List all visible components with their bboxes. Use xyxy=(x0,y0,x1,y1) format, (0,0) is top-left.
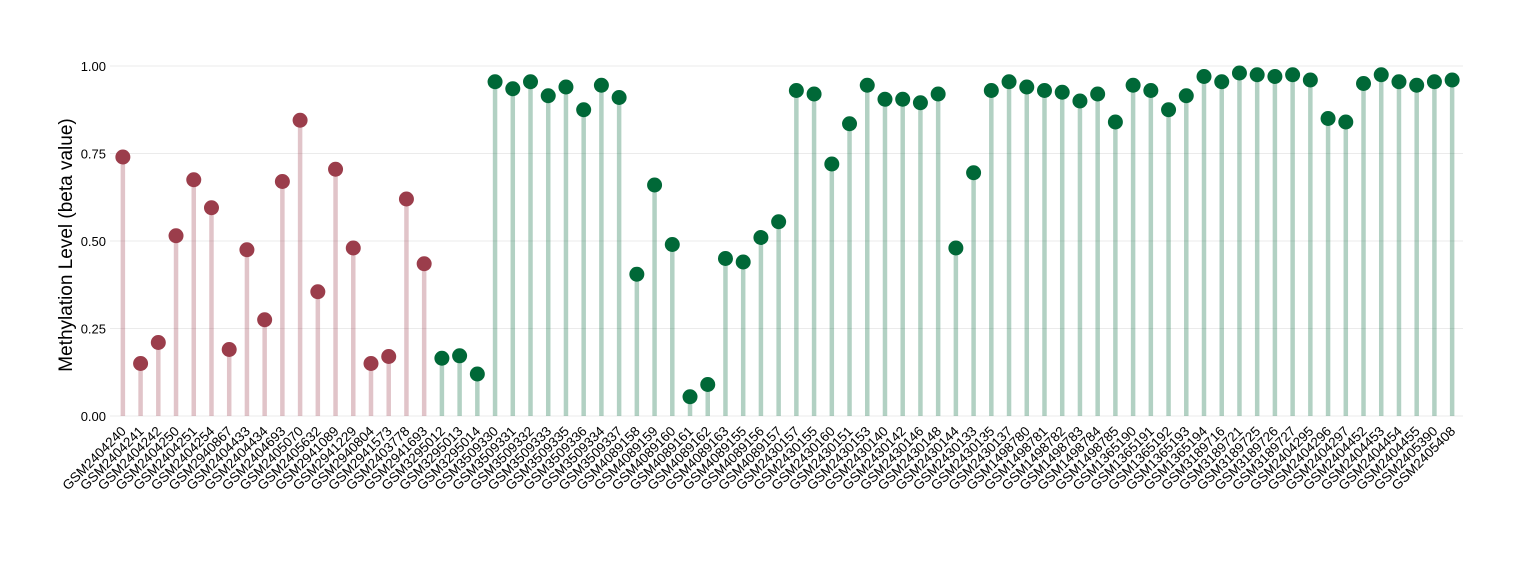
point xyxy=(877,91,893,107)
y-axis-title: Methylation Level (beta value) xyxy=(56,118,77,371)
point xyxy=(1054,84,1070,100)
point xyxy=(700,377,716,392)
point xyxy=(1178,88,1194,104)
point xyxy=(682,389,698,405)
point xyxy=(806,86,822,102)
point xyxy=(115,149,131,165)
point xyxy=(523,74,539,90)
point xyxy=(1338,114,1354,130)
y-tick-label: 0.00 xyxy=(81,409,106,424)
point xyxy=(558,79,574,95)
point xyxy=(930,86,946,102)
point xyxy=(1072,93,1088,109)
point xyxy=(1249,67,1265,83)
point xyxy=(735,254,751,270)
y-tick-label: 0.25 xyxy=(81,322,106,337)
point xyxy=(452,348,468,364)
point xyxy=(1231,65,1247,81)
point xyxy=(1285,67,1301,83)
y-tick-label: 0.75 xyxy=(81,147,106,162)
point xyxy=(948,240,964,256)
point xyxy=(1409,77,1425,93)
point xyxy=(966,165,982,181)
point xyxy=(753,230,769,245)
point xyxy=(257,312,273,328)
point xyxy=(221,342,237,357)
point xyxy=(345,240,361,256)
point xyxy=(912,95,928,111)
point xyxy=(1125,77,1141,93)
point xyxy=(1019,79,1035,95)
point xyxy=(186,172,202,188)
point xyxy=(1320,111,1336,126)
point xyxy=(1356,76,1372,91)
point xyxy=(487,74,503,90)
point xyxy=(842,116,858,132)
point xyxy=(576,102,592,118)
point xyxy=(540,88,556,104)
point xyxy=(895,91,911,107)
point xyxy=(310,284,326,300)
point xyxy=(717,251,733,266)
point xyxy=(1267,69,1283,84)
point xyxy=(1302,72,1318,88)
y-tick-label: 0.50 xyxy=(81,234,106,249)
point xyxy=(1107,114,1123,130)
point xyxy=(788,83,804,98)
point xyxy=(416,256,432,272)
point xyxy=(1090,86,1106,102)
point xyxy=(239,242,255,258)
point xyxy=(1001,74,1017,90)
point xyxy=(859,77,875,93)
point xyxy=(824,156,840,172)
point xyxy=(593,77,609,93)
point xyxy=(434,350,450,366)
point xyxy=(1143,83,1159,98)
y-tick-label: 1.00 xyxy=(81,59,106,74)
point xyxy=(133,356,149,371)
point xyxy=(664,237,680,252)
point xyxy=(647,177,663,193)
point xyxy=(983,83,999,98)
point xyxy=(328,161,344,177)
point xyxy=(611,90,627,105)
point xyxy=(150,335,166,350)
point xyxy=(1214,74,1230,90)
point xyxy=(398,191,414,207)
point xyxy=(629,266,645,282)
point xyxy=(1391,74,1407,90)
point xyxy=(292,112,308,128)
point xyxy=(274,174,290,189)
point xyxy=(381,349,397,364)
point xyxy=(1373,67,1389,83)
point xyxy=(1036,83,1052,98)
point xyxy=(1444,72,1460,88)
point xyxy=(1196,69,1212,84)
point xyxy=(168,228,184,244)
point xyxy=(771,214,787,230)
point xyxy=(363,356,379,371)
point xyxy=(469,366,485,382)
point xyxy=(1161,102,1177,118)
point xyxy=(1426,74,1442,90)
point xyxy=(505,81,521,97)
point xyxy=(203,200,219,216)
